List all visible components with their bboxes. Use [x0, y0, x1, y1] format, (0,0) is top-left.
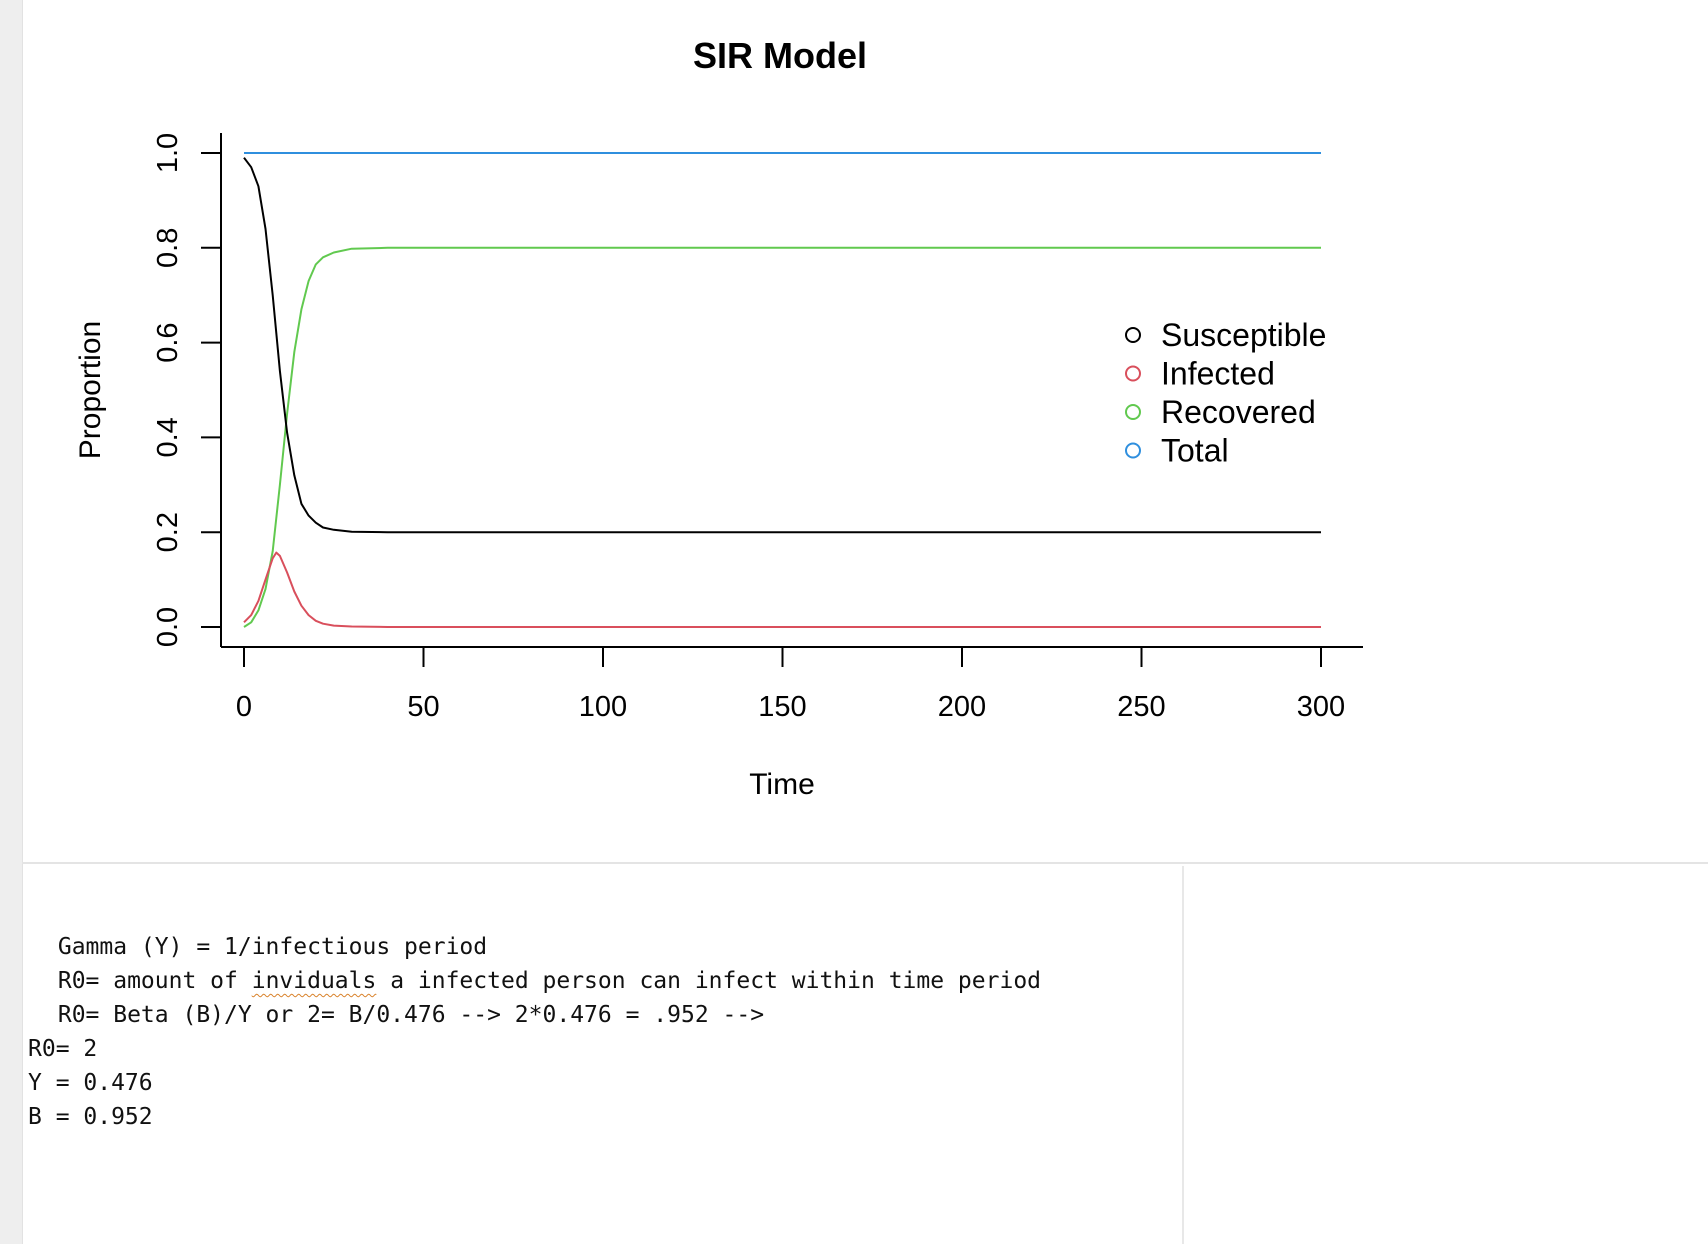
- y-tick-label: 0.6: [152, 322, 184, 362]
- vertical-divider[interactable]: [1182, 866, 1184, 1244]
- x-tick-label: 300: [1297, 691, 1345, 723]
- series-line-infected: [243, 551, 1321, 628]
- legend-marker-recovered: [1125, 404, 1141, 420]
- x-tick-label: 50: [407, 691, 439, 723]
- x-tick-label: 250: [1117, 691, 1165, 723]
- y-axis-label: Proportion: [74, 321, 107, 459]
- y-tick-label: 0.4: [152, 417, 184, 457]
- chart-title: SIR Model: [693, 35, 867, 76]
- legend-label-recovered: Recovered: [1161, 394, 1316, 430]
- notes-editor[interactable]: Gamma (Y) = 1/infectious period R0= amou…: [22, 864, 1182, 1244]
- series-line-susceptible: [243, 157, 1321, 534]
- legend-label-infected: Infected: [1161, 356, 1275, 392]
- legend-marker-infected: [1125, 365, 1141, 382]
- pane-divider[interactable]: [22, 862, 1708, 864]
- note-line-gamma[interactable]: Gamma (Y) = 1/infectious period: [44, 934, 488, 960]
- x-tick-label: 150: [758, 691, 806, 723]
- legend-label-susceptible: Susceptible: [1161, 317, 1326, 353]
- y-tick-label: 0.0: [152, 607, 184, 647]
- legend-label-total: Total: [1161, 433, 1229, 469]
- note-line-gamma-value[interactable]: Y = 0.476: [28, 1070, 153, 1096]
- left-gutter: [0, 0, 23, 1244]
- y-tick-label: 0.2: [152, 512, 184, 552]
- legend-marker-total: [1125, 442, 1141, 459]
- sir-chart: SIR Model 0.0 0.2 0.4 0.6 0.8 1.0 0 50 100 150 200 2…: [74, 35, 1363, 801]
- x-tick-label: 200: [938, 691, 986, 723]
- plot-pane: SIR Model 0.0 0.2 0.4 0.6 0.8 1.0 0 50 100 150 200 2…: [23, 0, 1708, 862]
- note-line-r0-suffix: a infected person can infect within time…: [376, 968, 1042, 994]
- series-line-recovered: [243, 246, 1321, 628]
- note-line-r0-value[interactable]: R0= 2: [28, 1036, 98, 1062]
- note-line-r0-prefix: R0= amount of: [44, 968, 252, 994]
- spellcheck-word[interactable]: inviduals: [251, 968, 377, 994]
- note-line-r0-formula[interactable]: R0= Beta (B)/Y or 2= B/0.476 --> 2*0.476…: [44, 1002, 765, 1028]
- note-line-r0-definition[interactable]: R0= amount of inviduals a infected perso…: [44, 964, 1041, 998]
- y-tick-label: 1.0: [152, 133, 184, 173]
- note-line-beta-value[interactable]: B = 0.952: [28, 1104, 153, 1130]
- x-axis-label: Time: [749, 768, 815, 801]
- x-tick-label: 100: [579, 691, 627, 723]
- x-tick-label: 0: [236, 691, 252, 723]
- y-tick-label: 0.8: [152, 228, 184, 268]
- legend-marker-susceptible: [1125, 327, 1141, 343]
